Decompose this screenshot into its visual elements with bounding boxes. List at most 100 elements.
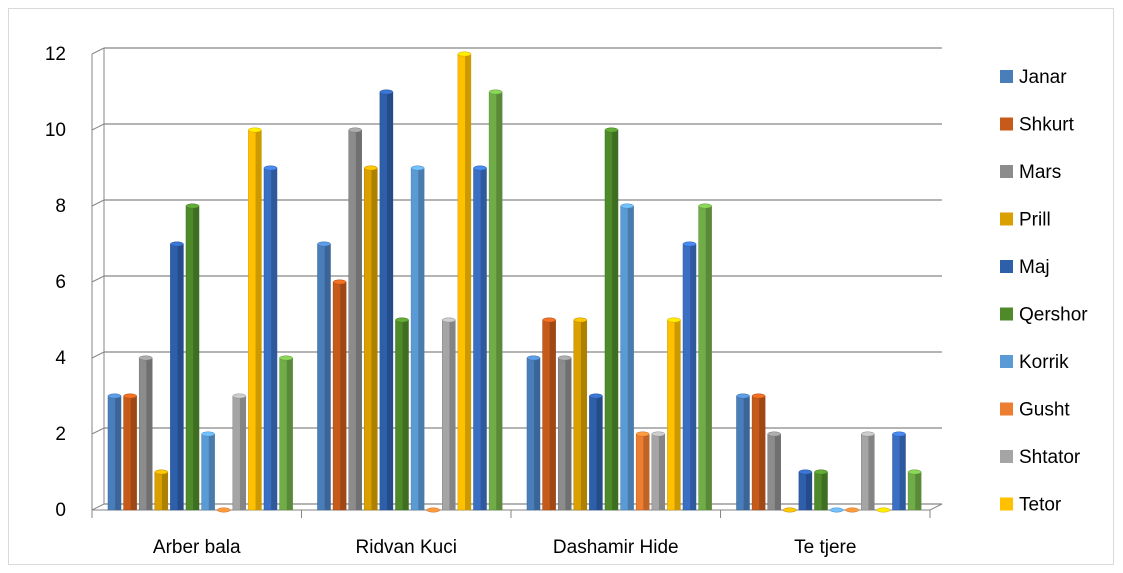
legend-swatch bbox=[1000, 212, 1013, 226]
bar-2-3-top bbox=[573, 317, 588, 323]
bar-0-6-top bbox=[201, 431, 215, 437]
bar-1-5-top bbox=[395, 317, 409, 323]
bar-0-5-shade bbox=[193, 206, 199, 510]
bar-0-0-shade bbox=[115, 396, 121, 510]
bar-1-11-shade bbox=[496, 92, 503, 510]
x-category-label: Arber bala bbox=[153, 537, 241, 558]
grid-depth-line bbox=[91, 351, 105, 359]
bar-2-1-shade bbox=[549, 320, 556, 510]
legend-swatch bbox=[1000, 355, 1013, 368]
legend-swatch bbox=[1000, 402, 1013, 416]
bar-1-8-shade bbox=[449, 320, 456, 510]
y-tick-label: 6 bbox=[55, 272, 66, 293]
bar-2-8-top bbox=[651, 431, 666, 437]
bar-2-4-shade bbox=[596, 396, 603, 510]
legend-swatch bbox=[1000, 117, 1013, 131]
bar-1-8-top bbox=[442, 317, 456, 323]
bar-3-2-top bbox=[767, 431, 781, 437]
chart-frame bbox=[8, 8, 1114, 565]
bar-3-3-top bbox=[783, 507, 797, 513]
bar-3-6-top bbox=[829, 507, 844, 513]
bar-0-10-top bbox=[263, 165, 278, 171]
bar-3-2-shade bbox=[774, 434, 781, 510]
bar-3-4-shade bbox=[806, 472, 812, 510]
legend-label: Maj bbox=[1019, 257, 1050, 278]
grid-depth-line bbox=[91, 47, 105, 55]
grid-depth-line bbox=[91, 427, 105, 435]
bar-0-0-top bbox=[107, 393, 122, 399]
bar-2-6-shade bbox=[627, 206, 634, 510]
bar-0-8-shade bbox=[239, 396, 246, 510]
legend-label: Shtator bbox=[1019, 447, 1081, 468]
bar-3-8-shade bbox=[868, 434, 875, 510]
bar-2-9-top bbox=[667, 317, 681, 323]
bar-1-1-shade bbox=[340, 282, 347, 510]
grid-depth-line bbox=[91, 503, 105, 511]
bar-3-11-shade bbox=[915, 472, 922, 510]
bar-2-1-top bbox=[542, 317, 556, 323]
legend-label: Qershor bbox=[1019, 305, 1088, 326]
bar-3-4-top bbox=[798, 469, 813, 475]
legend-swatch bbox=[1000, 450, 1013, 463]
bar-1-9-top bbox=[457, 51, 472, 57]
bar-0-10-shade bbox=[271, 168, 277, 510]
y-tick-label: 8 bbox=[55, 196, 66, 217]
bar-0-1-top bbox=[123, 393, 137, 399]
bar-3-8-top bbox=[861, 431, 875, 437]
bar-3-10-shade bbox=[899, 434, 906, 510]
bar-1-4-top bbox=[379, 89, 394, 95]
bar-0-2-shade bbox=[146, 358, 153, 510]
legend-label: Shkurt bbox=[1019, 115, 1075, 136]
bar-2-7-shade bbox=[643, 434, 650, 510]
grid-depth-line bbox=[91, 199, 105, 207]
bar-2-10-shade bbox=[690, 244, 696, 510]
bar-1-0-shade bbox=[324, 244, 331, 510]
bar-0-5-top bbox=[185, 203, 200, 209]
bar-2-7-top bbox=[635, 431, 650, 437]
bar-1-4-shade bbox=[387, 92, 393, 510]
y-tick-label: 12 bbox=[45, 44, 66, 65]
y-tick-label: 0 bbox=[55, 500, 66, 521]
x-category-label: Dashamir Hide bbox=[553, 537, 679, 558]
bar-2-2-shade bbox=[565, 358, 572, 510]
bar-3-5-top bbox=[814, 469, 828, 475]
bar-3-7-top bbox=[845, 507, 859, 513]
bar-2-5-top bbox=[604, 127, 619, 133]
bar-3-11-top bbox=[907, 469, 922, 475]
bar-3-5-shade bbox=[821, 472, 828, 510]
bar-2-9-shade bbox=[674, 320, 681, 510]
y-tick-label: 10 bbox=[45, 120, 66, 141]
bar-0-11-top bbox=[279, 355, 293, 361]
legend-swatch bbox=[1000, 497, 1013, 511]
grid-depth-line bbox=[91, 275, 105, 283]
x-category-label: Te tjere bbox=[794, 537, 856, 558]
bar-1-6-top bbox=[410, 165, 425, 171]
legend-swatch bbox=[1000, 165, 1013, 178]
bar-2-4-top bbox=[589, 393, 603, 399]
bar-2-6-top bbox=[620, 203, 634, 209]
bar-2-8-shade bbox=[658, 434, 665, 510]
bar-3-0-top bbox=[736, 393, 750, 399]
bar-0-8-top bbox=[232, 393, 247, 399]
bar-3-1-top bbox=[751, 393, 766, 399]
bar-1-2-shade bbox=[355, 130, 362, 510]
legend-swatch bbox=[1000, 307, 1013, 321]
bar-0-3-top bbox=[154, 469, 169, 475]
bar-0-4-top bbox=[170, 241, 184, 247]
bar-3-1-shade bbox=[759, 396, 766, 510]
bar-0-2-top bbox=[138, 355, 153, 361]
bar-3-0-shade bbox=[743, 396, 750, 510]
legend-label: Gusht bbox=[1019, 400, 1070, 421]
bar-2-0-shade bbox=[534, 358, 540, 510]
bar-3-9-top bbox=[876, 507, 891, 513]
legend-label: Janar bbox=[1019, 67, 1067, 88]
bar-2-5-shade bbox=[612, 130, 618, 510]
bar-1-11-top bbox=[488, 89, 503, 95]
bar-0-7-top bbox=[216, 507, 231, 513]
bar-2-0-top bbox=[526, 355, 541, 361]
bar-0-3-shade bbox=[161, 472, 168, 510]
floor-edge bbox=[929, 503, 943, 511]
bar-2-10-top bbox=[682, 241, 697, 247]
bar-1-3-shade bbox=[371, 168, 378, 510]
